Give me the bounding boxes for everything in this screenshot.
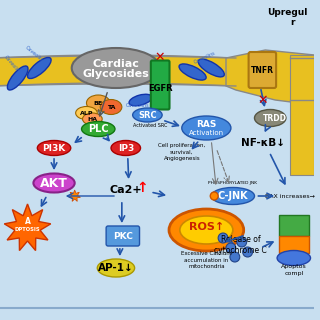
Text: DPTOSIS: DPTOSIS <box>15 227 40 232</box>
Text: ✕: ✕ <box>155 51 165 63</box>
Text: PI3K: PI3K <box>43 143 66 153</box>
Circle shape <box>218 233 228 243</box>
Ellipse shape <box>86 95 110 111</box>
Text: r: r <box>291 18 295 27</box>
Text: Upregul: Upregul <box>267 8 307 17</box>
Ellipse shape <box>28 58 51 78</box>
Text: SRC: SRC <box>138 110 157 119</box>
Text: Caveolins: Caveolins <box>126 103 149 108</box>
Text: PKC: PKC <box>113 231 133 241</box>
Text: Activated SRC: Activated SRC <box>133 123 168 127</box>
Ellipse shape <box>7 66 28 90</box>
Text: BAX increases→: BAX increases→ <box>265 194 315 198</box>
Text: AKT: AKT <box>40 177 68 189</box>
Ellipse shape <box>198 59 224 77</box>
Text: Caveolins: Caveolins <box>193 51 216 65</box>
Ellipse shape <box>82 122 115 137</box>
Text: A: A <box>25 217 30 226</box>
Text: ✕: ✕ <box>257 93 268 107</box>
Text: Excessive Calcium
accumulation in
mitochondria: Excessive Calcium accumulation in mitoch… <box>181 251 232 269</box>
Text: TRDD: TRDD <box>263 114 287 123</box>
Polygon shape <box>290 55 315 175</box>
Polygon shape <box>226 50 315 105</box>
Ellipse shape <box>100 100 122 115</box>
Text: NF-κB↓: NF-κB↓ <box>241 138 285 148</box>
Text: ↑: ↑ <box>137 181 148 195</box>
Text: ROS↑: ROS↑ <box>189 222 224 232</box>
FancyBboxPatch shape <box>151 60 170 109</box>
Ellipse shape <box>129 94 152 106</box>
Ellipse shape <box>254 109 286 126</box>
FancyBboxPatch shape <box>279 214 309 236</box>
Circle shape <box>230 252 240 262</box>
Text: PHOSPHORYLATED JNK: PHOSPHORYLATED JNK <box>208 181 257 185</box>
Circle shape <box>243 247 252 257</box>
Ellipse shape <box>277 251 310 266</box>
Text: PLC: PLC <box>88 124 108 134</box>
PathPatch shape <box>69 190 80 201</box>
Text: ALP: ALP <box>80 110 93 116</box>
Ellipse shape <box>76 107 97 119</box>
Text: Apoptos
compl: Apoptos compl <box>281 264 307 276</box>
Ellipse shape <box>97 259 135 277</box>
Polygon shape <box>0 55 236 86</box>
Ellipse shape <box>133 108 162 122</box>
Ellipse shape <box>211 188 254 204</box>
Ellipse shape <box>179 64 206 80</box>
Text: Release of
cytochrome C: Release of cytochrome C <box>214 235 267 255</box>
Text: Glycosides: Glycosides <box>83 69 149 79</box>
Text: Caveolin: Caveolin <box>3 54 20 74</box>
Text: HA: HA <box>87 116 97 122</box>
Text: BE: BE <box>94 100 103 106</box>
Circle shape <box>210 192 218 200</box>
Text: Ca2+: Ca2+ <box>109 185 142 195</box>
Ellipse shape <box>111 140 140 156</box>
Ellipse shape <box>83 113 102 125</box>
Text: Caveolin: Caveolin <box>24 45 43 63</box>
Ellipse shape <box>182 116 231 140</box>
Text: TA: TA <box>107 105 115 109</box>
Circle shape <box>237 237 247 247</box>
Ellipse shape <box>169 209 244 251</box>
Ellipse shape <box>37 140 71 156</box>
Text: EGFR: EGFR <box>148 84 172 92</box>
PathPatch shape <box>4 204 51 251</box>
FancyBboxPatch shape <box>249 52 276 88</box>
Text: IP3: IP3 <box>118 143 134 153</box>
Ellipse shape <box>72 48 160 88</box>
Text: Cell proliferation,
survival,
Angiogenesis: Cell proliferation, survival, Angiogenes… <box>158 143 205 161</box>
FancyBboxPatch shape <box>279 236 309 252</box>
Text: RAS: RAS <box>196 119 217 129</box>
Text: Activation: Activation <box>189 130 224 136</box>
Ellipse shape <box>180 216 233 244</box>
Text: TNFR: TNFR <box>251 66 274 75</box>
Text: AP-1↓: AP-1↓ <box>98 263 134 273</box>
Ellipse shape <box>33 173 75 193</box>
Text: C-JNK: C-JNK <box>218 191 248 201</box>
FancyBboxPatch shape <box>106 226 140 246</box>
Circle shape <box>226 243 236 253</box>
Text: Cardiac: Cardiac <box>92 59 140 69</box>
